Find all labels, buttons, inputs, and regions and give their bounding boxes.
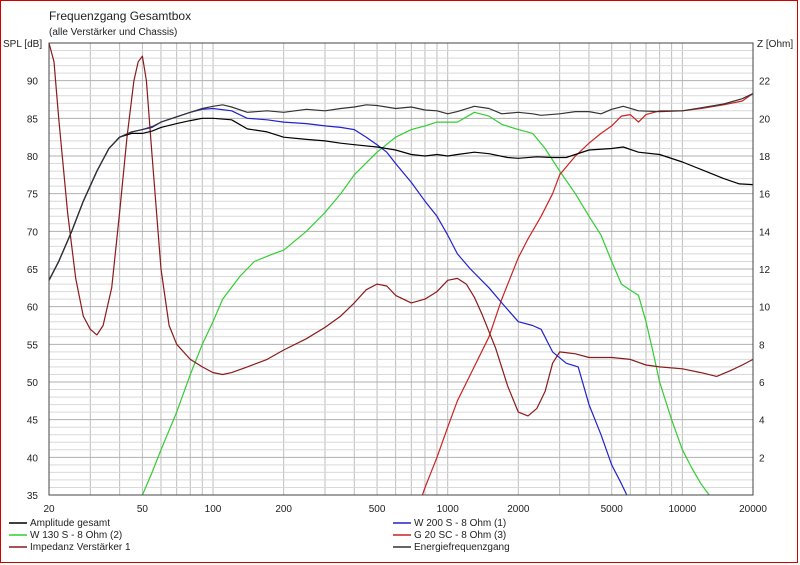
- legend-item-label: Energiefrequenzgang: [414, 542, 510, 553]
- y-axis-label-right: Z [Ohm]: [757, 39, 793, 50]
- y-axis-label-left: SPL [dB]: [3, 39, 42, 50]
- y-tick-label-right: 2: [759, 453, 765, 464]
- plot-border: [48, 42, 754, 496]
- legend-item-label: G 20 SC - 8 Ohm (3): [414, 530, 506, 541]
- y-tick-label-left: 70: [27, 227, 39, 238]
- x-tick-label: 5000: [601, 504, 624, 515]
- y-tick-label-left: 50: [27, 378, 39, 389]
- chart-subtitle: (alle Verstärker und Chassis): [49, 27, 177, 38]
- x-tick-label: 2000: [507, 504, 530, 515]
- x-tick-label: 100: [205, 504, 222, 515]
- y-tick-label-right: 16: [759, 190, 771, 201]
- x-tick-label: 20: [43, 504, 55, 515]
- x-tick-label: 1000: [437, 504, 460, 515]
- y-tick-label-left: 85: [27, 114, 39, 125]
- series-line-amplitude-gesamt: [48, 117, 754, 281]
- y-tick-label-right: 8: [759, 340, 765, 351]
- series-line-impedanz-verst-rker-1: [48, 42, 754, 417]
- y-tick-label-right: 12: [759, 265, 771, 276]
- y-tick-label-left: 90: [27, 77, 39, 88]
- tick-labels: 20 50 100 200 500 1000 2000 5000 10000 20000 35 40 4…: [27, 77, 771, 515]
- y-tick-label-left: 65: [27, 265, 39, 276]
- x-tick-label: 200: [275, 504, 292, 515]
- y-tick-label-left: 75: [27, 190, 39, 201]
- legend-item-label: W 130 S - 8 Ohm (2): [30, 530, 122, 541]
- x-tick-label: 20000: [739, 504, 767, 515]
- y-tick-label-left: 80: [27, 152, 39, 163]
- legend-item-label: Impedanz Verstärker 1: [30, 542, 131, 553]
- series-line-w-200-s-8-ohm-1: [48, 107, 628, 496]
- legend-item-label: W 200 S - 8 Ohm (1): [414, 518, 506, 529]
- y-tick-label-left: 60: [27, 303, 39, 314]
- y-tick-label-right: 14: [759, 227, 771, 238]
- legend-item-label: Amplitude gesamt: [30, 518, 110, 529]
- x-tick-label: 10000: [668, 504, 696, 515]
- y-tick-label-right: 20: [759, 114, 771, 125]
- y-tick-label-right: 4: [759, 416, 765, 427]
- chart-title: Frequenzgang Gesamtbox: [49, 9, 191, 23]
- grid: [48, 43, 754, 495]
- y-tick-label-left: 40: [27, 453, 39, 464]
- x-tick-label: 50: [137, 504, 149, 515]
- y-tick-label-right: 10: [759, 303, 771, 314]
- y-tick-label-left: 55: [27, 340, 39, 351]
- y-tick-label-left: 45: [27, 416, 39, 427]
- series-line-energiefrequenzgang: [48, 92, 754, 281]
- y-tick-label-left: 35: [27, 491, 39, 502]
- y-tick-label-right: 18: [759, 152, 771, 163]
- series-layer: [48, 42, 754, 496]
- x-tick-label: 500: [369, 504, 386, 515]
- series-line-w-130-s-8-ohm-2: [141, 111, 710, 496]
- y-tick-label-right: 6: [759, 378, 765, 389]
- y-tick-label-right: 22: [759, 77, 771, 88]
